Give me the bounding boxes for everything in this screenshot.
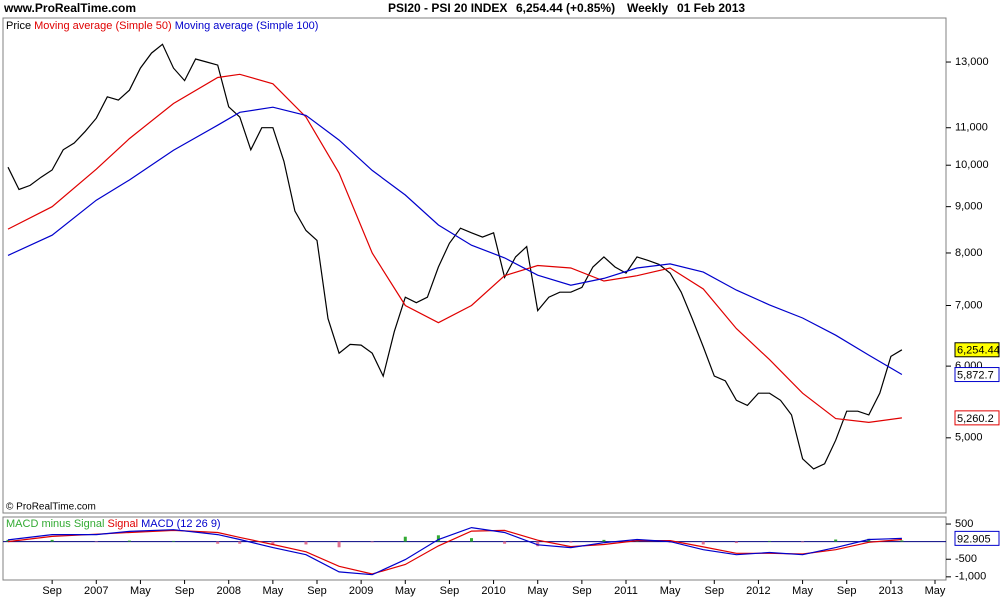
x-tick-label: 2011 [614, 585, 638, 597]
y-tick-label: 13,000 [955, 56, 989, 68]
last-value-box [954, 530, 1000, 546]
y-tick-label: 500 [955, 518, 973, 530]
legend-entry: Moving average (Simple 100) [175, 20, 319, 32]
legend-entry: MACD (12 26 9) [141, 518, 220, 530]
histogram-bar [238, 541, 242, 544]
price-legend: Price Moving average (Simple 50) Moving … [6, 20, 318, 32]
x-tick-label: Sep [440, 585, 460, 597]
x-tick-label: 2012 [746, 585, 770, 597]
last-value-box [954, 367, 1000, 383]
y-tick-label: 11,000 [955, 122, 988, 134]
copyright: © ProRealTime.com [6, 502, 96, 513]
histogram-bar [900, 540, 904, 542]
histogram-bar [569, 541, 573, 543]
last-value-box [954, 410, 1000, 426]
x-tick-label: 2009 [349, 585, 373, 597]
y-tick-label: 7,000 [955, 299, 983, 311]
histogram-bar [602, 539, 606, 542]
x-tick-label: May [925, 585, 946, 597]
period: Weekly [627, 1, 668, 15]
histogram-bar [403, 536, 407, 542]
x-tick-label: Sep [307, 585, 327, 597]
y-tick-label: 5,000 [955, 432, 983, 444]
macd-panel [2, 516, 947, 581]
histogram-bar [767, 540, 771, 542]
y-tick-label: -500 [955, 553, 977, 565]
x-tick-label: 2008 [216, 585, 240, 597]
histogram-bar [304, 541, 308, 545]
quote: 6,254.44 (+0.85%) [516, 1, 615, 15]
histogram-bar [867, 538, 871, 542]
histogram-bar [701, 541, 705, 545]
legend-entry: Moving average (Simple 50) [34, 20, 172, 32]
legend-entry: MACD minus Signal [6, 518, 104, 530]
y-tick-label: 10,000 [955, 159, 989, 171]
histogram-bar [271, 541, 275, 545]
date: 01 Feb 2013 [677, 1, 745, 15]
histogram-bar [470, 538, 473, 542]
series-line [7, 73, 902, 424]
histogram-bar [94, 541, 98, 543]
histogram-bar [436, 535, 440, 542]
price-panel [2, 17, 947, 514]
histogram-bar [370, 541, 374, 543]
x-tick-label: May [527, 585, 548, 597]
x-tick-label: Sep [837, 585, 857, 597]
last-value-label: 5,872.7 [957, 369, 994, 381]
site-name: www.ProRealTime.com [3, 1, 136, 15]
series-line [7, 106, 903, 376]
histogram-bar [503, 541, 507, 544]
histogram-bar [834, 539, 838, 542]
histogram-bar [172, 540, 176, 542]
histogram-bar [337, 541, 341, 548]
y-tick-label: 8,000 [955, 247, 983, 259]
histogram-bar [50, 539, 54, 542]
x-tick-label: 2007 [84, 585, 108, 597]
series-line [7, 526, 902, 576]
last-value-label: 92.905 [957, 533, 991, 545]
x-tick-label: Sep [572, 585, 592, 597]
x-tick-label: 2013 [879, 585, 903, 597]
x-tick-label: Sep [42, 585, 62, 597]
histogram-bar [536, 541, 540, 547]
last-value-label: 5,260.2 [957, 413, 994, 425]
last-value-label: 6,254.44 [957, 345, 1000, 357]
legend-entry: Price [6, 20, 31, 32]
x-tick-label: Sep [175, 585, 195, 597]
y-tick-label: -1,000 [955, 571, 986, 583]
last-value-box [954, 342, 1000, 358]
x-tick-label: May [395, 585, 416, 597]
histogram-bar [127, 540, 131, 542]
y-tick-label: 9,000 [955, 201, 983, 213]
instrument-title: PSI20 - PSI 20 INDEX [388, 1, 507, 15]
x-tick-label: 2010 [481, 585, 505, 597]
macd-legend: MACD minus Signal Signal MACD (12 26 9) [6, 518, 221, 530]
histogram-bar [216, 541, 220, 544]
histogram-bar [734, 541, 738, 544]
histogram-bar [801, 541, 805, 543]
x-tick-label: May [262, 585, 283, 597]
x-tick-label: May [660, 585, 681, 597]
x-tick-label: Sep [704, 585, 724, 597]
legend-entry: Signal [107, 518, 138, 530]
x-tick-label: May [130, 585, 151, 597]
x-tick-label: May [792, 585, 813, 597]
histogram-bar [6, 539, 10, 542]
